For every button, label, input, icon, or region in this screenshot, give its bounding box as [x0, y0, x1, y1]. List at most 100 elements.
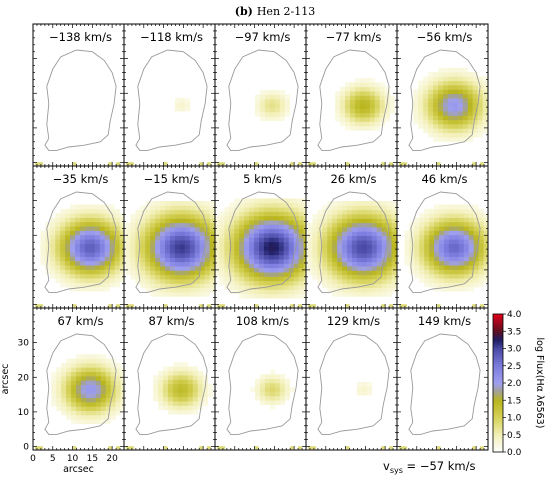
- flux-pixel: [374, 91, 381, 96]
- channel-panel: −77 km/s: [305, 23, 398, 167]
- flux-pixel: [150, 222, 156, 228]
- flux-pixel: [263, 241, 270, 247]
- flux-pixel: [498, 226, 503, 231]
- flux-pixel: [458, 217, 465, 223]
- flux-pixel: [140, 257, 146, 263]
- flux-pixel: [145, 257, 151, 263]
- flux-pixel: [94, 247, 101, 253]
- flux-pixel: [453, 286, 460, 292]
- flux-pixel: [244, 237, 250, 243]
- flux-pixel: [194, 287, 201, 293]
- flux-pixel: [278, 202, 285, 208]
- flux-pixel: [145, 266, 151, 271]
- flux-pixel: [70, 221, 76, 227]
- flux-pixel: [350, 99, 356, 105]
- flux-pixel: [462, 80, 469, 86]
- flux-pixel: [350, 95, 356, 101]
- flux-pixel: [273, 276, 280, 282]
- flux-pixel: [120, 406, 124, 411]
- colorbar-segment: [493, 447, 503, 451]
- flux-pixel: [172, 379, 179, 385]
- nebula-contour: [135, 49, 208, 151]
- flux-pixel: [424, 221, 430, 227]
- flux-pixel: [274, 391, 281, 397]
- flux-pixel: [443, 217, 450, 223]
- flux-pixel: [298, 272, 304, 277]
- flux-pixel: [418, 85, 424, 90]
- flux-pixel: [249, 241, 255, 247]
- flux-pixel: [70, 243, 76, 249]
- flux-pixel: [100, 367, 107, 373]
- flux-pixel: [273, 202, 280, 208]
- flux-pixel: [254, 280, 260, 286]
- flux-pixel: [298, 276, 304, 282]
- flux-pixel: [194, 266, 201, 271]
- noise-pixel: [108, 446, 113, 450]
- flux-pixel: [351, 270, 358, 276]
- flux-pixel: [84, 217, 91, 223]
- flux-pixel: [168, 401, 174, 406]
- flux-pixel: [229, 285, 235, 290]
- flux-pixel: [347, 244, 353, 250]
- flux-pixel: [51, 388, 57, 394]
- flux-pixel: [356, 382, 363, 387]
- flux-pixel: [239, 246, 245, 251]
- flux-pixel: [327, 244, 333, 250]
- noise-pixel: [108, 162, 113, 166]
- flux-pixel: [434, 278, 440, 283]
- flux-pixel: [369, 95, 376, 101]
- colorbar-segment: [493, 363, 503, 367]
- flux-pixel: [224, 224, 230, 230]
- flux-pixel: [428, 124, 434, 129]
- flux-pixel: [342, 278, 348, 284]
- flux-pixel: [434, 230, 440, 236]
- flux-pixel: [457, 115, 464, 121]
- flux-pixel: [442, 80, 449, 86]
- flux-pixel: [376, 218, 383, 224]
- y-tick-label: 10: [18, 408, 30, 418]
- flux-pixel: [202, 396, 208, 402]
- flux-pixel: [369, 125, 376, 131]
- flux-pixel: [184, 227, 191, 232]
- flux-pixel: [130, 274, 136, 280]
- flux-pixel: [488, 252, 493, 257]
- flux-pixel: [229, 220, 235, 225]
- flux-pixel: [386, 209, 392, 215]
- flux-pixel: [165, 274, 171, 280]
- flux-pixel: [278, 228, 285, 234]
- flux-pixel: [467, 76, 474, 82]
- flux-pixel: [244, 267, 250, 273]
- flux-pixel: [51, 393, 57, 399]
- flux-pixel: [174, 261, 181, 267]
- flux-pixel: [184, 283, 191, 289]
- flux-pixel: [317, 244, 323, 250]
- flux-pixel: [462, 124, 469, 129]
- channel-panel: −35 km/s: [32, 165, 125, 309]
- nebula-contour: [226, 191, 299, 293]
- flux-pixel: [447, 67, 454, 73]
- flux-pixel: [100, 393, 107, 399]
- flux-pixel: [75, 252, 81, 257]
- flux-pixel: [312, 244, 318, 250]
- flux-pixel: [322, 218, 328, 224]
- flux-pixel: [457, 111, 464, 116]
- flux-pixel: [61, 393, 67, 399]
- flux-pixel: [381, 291, 388, 297]
- flux-pixel: [255, 98, 261, 104]
- flux-pixel: [458, 204, 465, 210]
- flux-pixel: [327, 218, 333, 224]
- flux-pixel: [155, 291, 161, 297]
- flux-pixel: [254, 272, 260, 277]
- flux-pixel: [100, 354, 107, 360]
- flux-pixel: [194, 218, 201, 224]
- flux-pixel: [114, 230, 120, 236]
- flux-pixel: [327, 278, 333, 284]
- flux-pixel: [197, 379, 204, 385]
- flux-pixel: [50, 226, 56, 231]
- flux-pixel: [288, 233, 295, 238]
- flux-pixel: [264, 111, 271, 117]
- flux-pixel: [312, 214, 318, 219]
- flux-pixel: [317, 270, 323, 276]
- flux-pixel: [244, 246, 250, 251]
- vsys-value: = −57 km/s: [403, 459, 476, 473]
